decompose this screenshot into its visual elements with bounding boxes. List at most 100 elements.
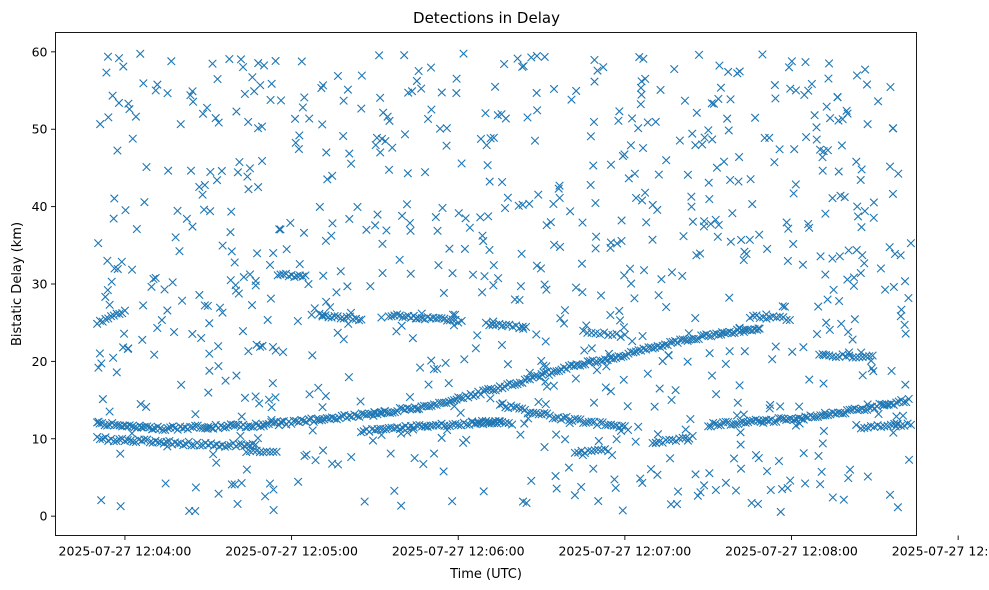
detection-point <box>848 353 857 362</box>
detection-point <box>723 114 732 123</box>
detection-point <box>314 383 323 393</box>
detection-point <box>486 134 495 143</box>
detection-point <box>590 77 599 86</box>
detection-point <box>108 353 118 363</box>
detection-point <box>501 418 510 428</box>
detection-point <box>290 272 299 282</box>
y-axis: 0 10 20 30 40 50 60 <box>32 44 56 524</box>
detection-point <box>681 425 690 434</box>
detection-point <box>596 291 606 300</box>
detection-point <box>182 214 192 223</box>
detection-point <box>857 222 866 232</box>
detection-point <box>813 412 823 422</box>
detection-point <box>683 357 692 366</box>
detection-point <box>478 231 487 240</box>
detection-point <box>707 99 716 108</box>
y-tick-label: 50 <box>32 122 48 137</box>
detection-point <box>714 94 723 104</box>
detection-point <box>527 53 536 62</box>
detection-point <box>679 231 688 241</box>
detection-point <box>765 133 774 143</box>
detection-point <box>384 165 394 175</box>
detection-point <box>257 156 267 166</box>
detection-point <box>451 419 460 429</box>
detection-point <box>103 285 113 295</box>
detection-point <box>549 381 559 390</box>
plot-area-frame <box>55 32 917 536</box>
detection-point <box>537 356 546 366</box>
detection-point <box>268 378 278 388</box>
detection-point <box>643 369 652 378</box>
detection-point <box>523 113 532 122</box>
detection-point <box>704 422 713 431</box>
detection-point <box>839 495 849 504</box>
detection-point <box>154 438 163 447</box>
detection-point <box>772 417 781 426</box>
detection-point <box>344 319 353 328</box>
detection-point <box>437 433 446 443</box>
detection-point <box>188 222 197 231</box>
detection-point <box>368 436 378 445</box>
detection-point <box>311 456 320 465</box>
detection-point <box>726 95 735 104</box>
detection-point <box>821 318 831 327</box>
detection-point <box>297 57 306 66</box>
detection-point <box>327 413 337 422</box>
detection-point <box>94 417 103 426</box>
detection-point <box>634 422 643 431</box>
detection-point <box>788 347 797 356</box>
detection-point <box>711 485 721 495</box>
detection-point <box>145 438 155 447</box>
detection-point <box>397 321 406 330</box>
detection-point <box>807 79 817 89</box>
detection-point <box>516 430 525 439</box>
detection-point <box>537 369 546 379</box>
detection-point <box>468 270 478 279</box>
detection-point <box>95 316 105 326</box>
detection-point <box>370 426 380 435</box>
detection-point <box>476 134 486 144</box>
detection-point <box>740 247 749 256</box>
detection-point <box>519 324 528 333</box>
detection-point <box>706 219 715 229</box>
detection-point <box>381 425 391 434</box>
detection-point <box>591 198 600 208</box>
detection-point <box>801 57 810 67</box>
detection-point <box>615 107 624 116</box>
detection-point <box>860 405 869 415</box>
detection-point <box>333 460 343 469</box>
detection-point <box>843 275 852 284</box>
detection-point <box>128 134 137 143</box>
detection-point <box>454 420 463 430</box>
detection-point <box>755 313 765 323</box>
detection-point <box>119 329 129 338</box>
detection-point <box>515 378 525 387</box>
detection-point <box>852 71 862 80</box>
detection-point <box>842 106 851 115</box>
detection-point <box>536 264 546 273</box>
detection-point <box>541 377 550 386</box>
detection-point <box>748 311 758 320</box>
detection-point <box>295 131 304 140</box>
detection-point <box>784 224 793 233</box>
detection-point <box>714 421 723 430</box>
detection-point <box>661 435 671 445</box>
detection-point <box>500 203 510 213</box>
detection-point <box>824 59 834 68</box>
detection-point <box>707 371 717 380</box>
detection-point <box>338 131 348 141</box>
detection-point <box>262 420 271 429</box>
detection-point <box>542 382 552 391</box>
detection-point <box>729 454 739 463</box>
detection-point <box>376 148 385 157</box>
detection-point <box>638 478 647 488</box>
detection-point <box>414 66 423 76</box>
detection-point <box>852 405 862 415</box>
detection-point <box>556 314 565 323</box>
detection-point <box>772 313 781 322</box>
detection-point <box>507 420 517 429</box>
detection-point <box>906 239 916 248</box>
detection-point <box>619 323 629 332</box>
detection-point <box>785 476 795 485</box>
detection-point <box>205 319 214 328</box>
